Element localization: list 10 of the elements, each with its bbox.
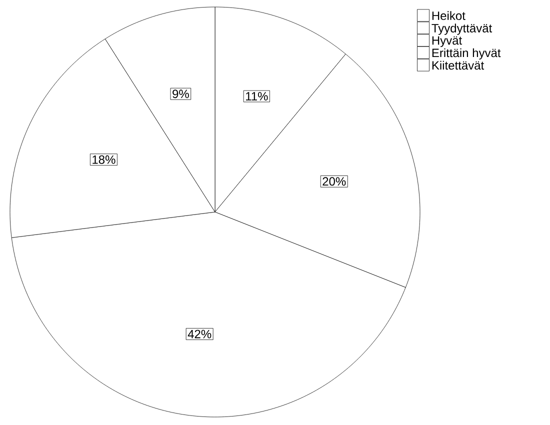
data-label: 20% — [322, 177, 346, 186]
data-label: 11% — [246, 92, 268, 100]
legend-label: Hyvät — [432, 36, 462, 48]
data-label: 42% — [188, 330, 212, 338]
data-label: 18% — [92, 155, 116, 164]
data-label: 9% — [172, 90, 189, 98]
legend-label: Erittäin hyvät — [432, 48, 501, 60]
legend-label: Tyydyttävät — [432, 24, 492, 35]
legend-label: Heikot — [432, 11, 466, 20]
legend-label: Kiitettävät — [432, 60, 484, 70]
